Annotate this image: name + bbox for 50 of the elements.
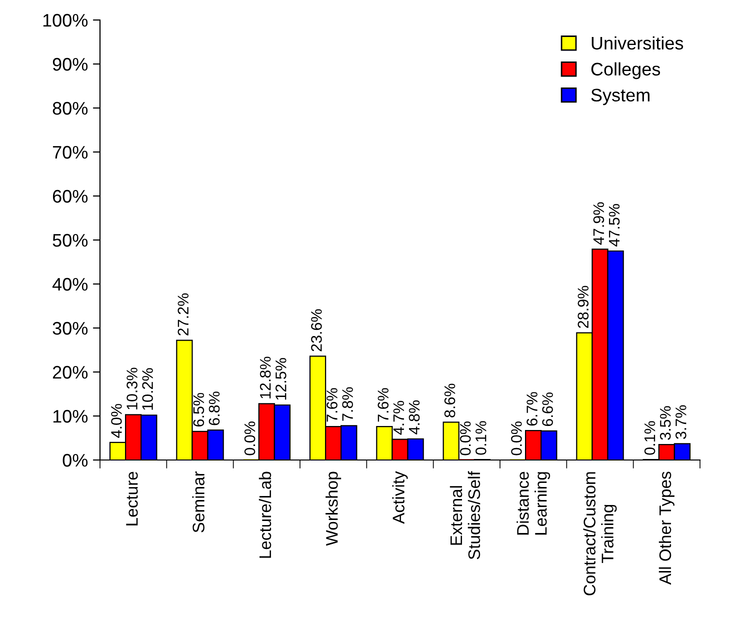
- data-label: 47.9%: [593, 202, 604, 245]
- data-label: 8.6%: [444, 384, 456, 418]
- x-tick-label: Distance Learning: [516, 472, 550, 535]
- y-tick-label: 50%: [52, 234, 88, 247]
- data-label: 4.7%: [393, 400, 404, 435]
- data-label: 7.8%: [342, 387, 353, 421]
- x-tick-label: Activity: [392, 471, 408, 524]
- data-label: 6.8%: [208, 392, 220, 426]
- x-tick-label: Contract/Custom Training: [583, 472, 617, 596]
- x-tick-label: Lecture: [126, 472, 138, 526]
- data-label: 28.9%: [578, 286, 589, 328]
- data-label: 0.0%: [511, 422, 522, 456]
- data-label: 4.0%: [111, 404, 122, 438]
- data-label: 7.6%: [326, 388, 338, 422]
- y-tick-label: 30%: [52, 322, 88, 335]
- y-tick-label: 10%: [53, 410, 88, 423]
- x-tick-label: All Other Types: [658, 472, 674, 585]
- data-label: 0.1%: [476, 421, 486, 455]
- data-label: 0.0%: [244, 422, 256, 456]
- x-tick-label: Lecture/Lab: [258, 472, 272, 558]
- data-label: 0.0%: [460, 422, 471, 456]
- data-label: 0.1%: [644, 421, 656, 455]
- y-tick-label: 0%: [62, 454, 88, 467]
- data-label: 27.2%: [178, 293, 188, 336]
- data-label: 7.6%: [378, 388, 389, 422]
- data-label: 6.5%: [193, 392, 204, 426]
- legend-label: System: [591, 88, 650, 106]
- data-label: 10.2%: [142, 368, 153, 410]
- y-tick-label: 80%: [52, 102, 88, 115]
- y-tick-label: 20%: [52, 366, 88, 379]
- y-tick-label: 90%: [52, 58, 88, 71]
- data-label: 47.5%: [608, 204, 620, 246]
- x-tick-label: Seminar: [192, 471, 204, 532]
- data-label: 23.6%: [311, 309, 322, 352]
- data-label: 12.8%: [260, 356, 271, 398]
- y-tick-label: 40%: [52, 278, 88, 291]
- legend-label: Colleges: [591, 62, 660, 80]
- data-label: 6.7%: [526, 392, 538, 426]
- data-label: 12.5%: [276, 358, 286, 400]
- data-label: 6.6%: [542, 392, 553, 426]
- data-label: 4.8%: [408, 400, 420, 434]
- y-tick-label: 70%: [52, 146, 88, 159]
- data-label: 3.5%: [660, 406, 671, 440]
- x-tick-label: External Studies/Self: [450, 471, 480, 560]
- data-label: 10.3%: [126, 368, 138, 410]
- y-tick-label: 60%: [52, 190, 88, 203]
- x-tick-label: Workshop: [326, 472, 342, 546]
- y-tick-label: 100%: [43, 14, 88, 27]
- data-label: 3.7%: [676, 405, 686, 439]
- legend-label: Universities: [592, 36, 684, 50]
